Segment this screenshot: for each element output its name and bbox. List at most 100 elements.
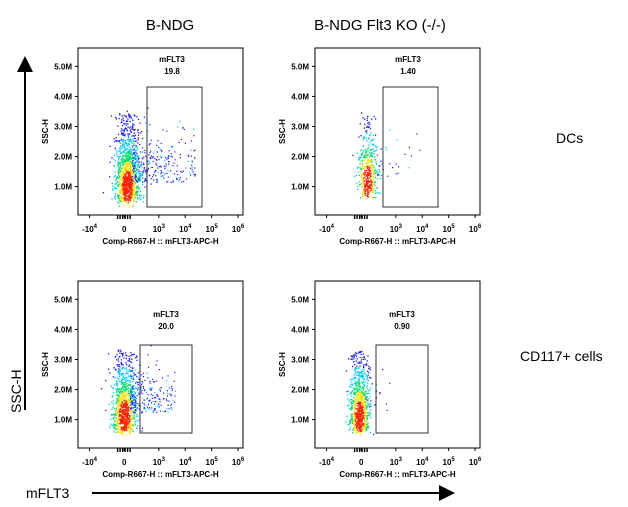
event-dot — [119, 409, 121, 411]
event-dot — [347, 390, 350, 392]
event-dot — [118, 404, 120, 406]
event-dot — [129, 183, 131, 185]
event-dot — [358, 403, 360, 406]
event-dot — [141, 157, 143, 159]
event-dot — [113, 424, 115, 426]
event-dot — [125, 402, 127, 405]
event-dot — [127, 427, 130, 430]
event-dot — [167, 404, 169, 406]
event-dot — [172, 145, 174, 147]
event-dot — [140, 173, 142, 175]
event-dot — [128, 394, 130, 397]
event-dot — [398, 166, 400, 168]
event-dot — [181, 171, 183, 173]
event-dot — [122, 420, 124, 422]
event-dot — [358, 378, 360, 380]
event-dot — [122, 433, 124, 435]
event-dot — [362, 431, 364, 433]
event-dot — [360, 434, 362, 436]
event-dot — [128, 406, 130, 408]
event-dot — [369, 405, 371, 407]
event-dot — [135, 407, 137, 409]
event-dot — [369, 127, 372, 130]
event-dot — [135, 172, 137, 174]
event-dot — [130, 388, 132, 390]
event-dot — [133, 132, 135, 134]
event-dot — [365, 174, 367, 176]
event-dot — [158, 146, 160, 148]
event-dot — [128, 182, 130, 184]
event-dot — [122, 172, 125, 175]
event-dot — [132, 169, 134, 171]
event-dot — [134, 187, 137, 189]
event-dot — [187, 154, 189, 156]
event-dot — [120, 359, 123, 361]
event-dot — [126, 376, 128, 379]
event-dot — [362, 400, 364, 402]
event-dot — [355, 400, 357, 402]
event-dot — [116, 412, 119, 415]
event-dot — [133, 135, 135, 137]
event-dot — [125, 380, 127, 383]
event-dot — [345, 421, 347, 423]
event-dot — [127, 397, 129, 399]
event-dot — [368, 121, 370, 123]
event-dot — [114, 424, 116, 426]
event-dot — [157, 140, 159, 142]
event-dot — [125, 373, 127, 375]
event-dot — [171, 146, 173, 149]
event-dot — [133, 374, 136, 376]
event-dot — [137, 142, 139, 144]
event-dot — [130, 369, 132, 371]
event-dot — [137, 129, 139, 131]
event-dot — [357, 392, 359, 394]
event-dot — [119, 197, 122, 199]
event-dot — [148, 167, 150, 169]
event-dot — [365, 408, 368, 410]
event-dot — [185, 167, 187, 169]
event-dot — [377, 173, 379, 175]
event-dot — [154, 403, 156, 405]
event-dot — [359, 391, 361, 393]
event-dot — [124, 429, 126, 432]
event-dot — [126, 188, 128, 190]
event-dot — [118, 392, 120, 394]
event-dot — [359, 375, 361, 377]
event-dot — [124, 167, 126, 169]
event-dot — [358, 401, 360, 403]
event-dot — [118, 168, 121, 170]
event-dot — [116, 397, 118, 399]
event-dot — [129, 155, 132, 157]
event-dot — [137, 178, 140, 180]
event-dot — [134, 180, 136, 182]
event-dot — [117, 360, 120, 362]
event-dot — [121, 423, 123, 425]
event-dot — [116, 421, 118, 423]
event-dot — [362, 429, 365, 431]
event-dot — [369, 369, 371, 371]
event-dot — [369, 170, 371, 173]
event-dot — [125, 426, 128, 428]
event-dot — [122, 404, 125, 406]
event-dot — [371, 179, 373, 182]
event-dot — [126, 370, 128, 373]
event-dot — [359, 404, 362, 406]
event-dot — [120, 121, 122, 124]
event-dot — [162, 175, 164, 177]
event-dot — [363, 188, 365, 191]
event-dots — [345, 350, 391, 436]
event-dot — [135, 382, 137, 384]
event-dot — [117, 195, 119, 197]
event-dot — [359, 401, 361, 404]
event-dot — [373, 167, 375, 169]
event-dot — [359, 419, 361, 421]
event-dot — [366, 126, 368, 128]
event-dot — [166, 380, 168, 382]
event-dot — [147, 377, 149, 379]
event-dot — [139, 177, 141, 179]
event-dot — [117, 394, 119, 396]
event-dot — [375, 169, 378, 171]
event-dot — [182, 127, 184, 129]
event-dot — [369, 367, 371, 369]
event-dot — [124, 428, 127, 430]
